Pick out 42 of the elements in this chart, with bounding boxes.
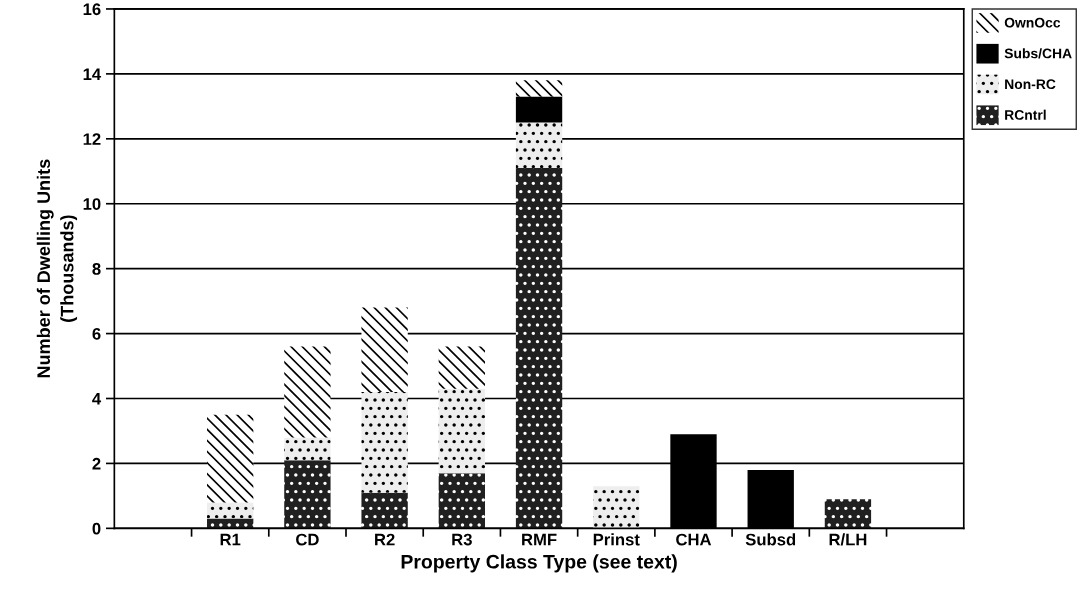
y-axis-title: Number of Dwelling Units (Thousands) [36, 159, 78, 378]
y-tick-label: 12 [83, 133, 101, 145]
x-tick-label: Subsd [745, 533, 796, 546]
y-tick-label: 16 [83, 3, 101, 16]
bar [361, 392, 408, 493]
y-tick-label: 10 [83, 198, 101, 210]
x-tick-label: R3 [452, 533, 472, 546]
bar [515, 80, 563, 97]
bar [438, 388, 485, 474]
y-tick-label: 2 [92, 457, 101, 470]
bar [515, 96, 563, 123]
bar [207, 518, 254, 529]
x-tick-label: CD [296, 533, 319, 546]
x-tick-label: R2 [375, 533, 395, 546]
bar [515, 168, 563, 529]
x-tick-label: CHA [676, 533, 712, 546]
x-tick-label: R/LH [829, 533, 867, 546]
bar [438, 346, 485, 389]
x-tick-label: Prinst [593, 533, 640, 546]
y-tick-label: 14 [83, 68, 102, 80]
bar [284, 460, 331, 529]
y-tick-label: 6 [92, 327, 101, 340]
bar [207, 502, 254, 519]
legend-label: Subs/CHA [1004, 48, 1072, 59]
bar [284, 346, 331, 438]
bar [361, 492, 408, 529]
legend-label: OwnOcc [1004, 17, 1061, 28]
y-tick-label: 8 [92, 263, 101, 275]
bar [361, 307, 408, 393]
bar [207, 414, 254, 503]
y-tick-label: 0 [92, 522, 101, 535]
y-tick-label: 4 [92, 393, 102, 405]
bar [438, 473, 485, 529]
legend-label: Non-RC [1005, 79, 1056, 90]
legend-label: RCntrl [1005, 109, 1046, 120]
x-tick-label: R1 [220, 533, 241, 546]
bar [593, 486, 640, 529]
x-tick-label: RMF [522, 533, 557, 546]
x-axis-title: Property Class Type (see text) [401, 554, 677, 573]
bar [824, 499, 872, 529]
bar [284, 437, 331, 461]
bar [515, 122, 563, 169]
